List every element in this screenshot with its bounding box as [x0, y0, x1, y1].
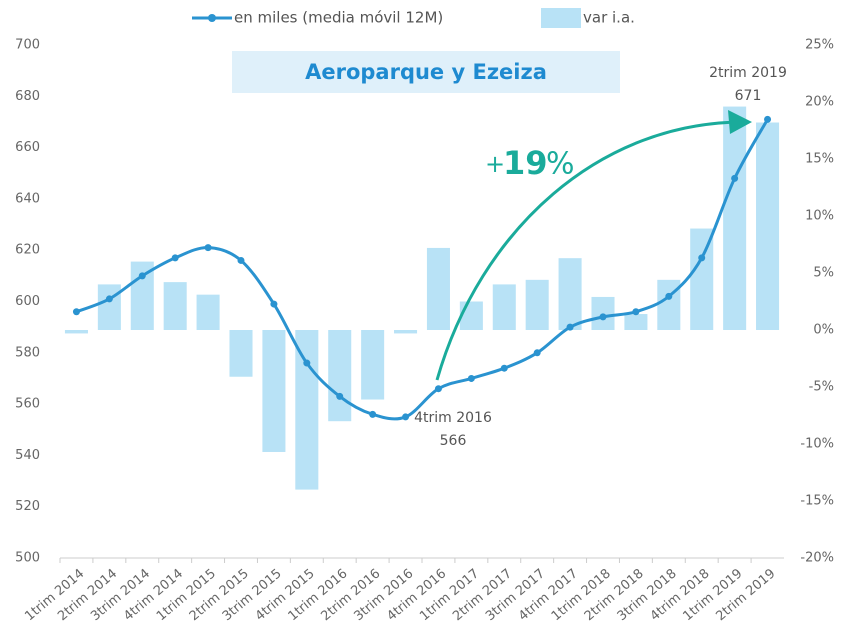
point — [171, 254, 179, 262]
y2-tick-label: -20% — [800, 551, 834, 566]
bar — [64, 330, 88, 334]
bar — [690, 228, 714, 330]
point — [599, 313, 607, 321]
bar — [624, 314, 648, 330]
bar — [295, 330, 319, 490]
y2-tick-label: 10% — [805, 209, 834, 224]
annotation-value: 671 — [735, 88, 762, 104]
growth-sign: + — [485, 150, 505, 178]
legend-label: en miles (media móvil 12M) — [234, 9, 443, 27]
point — [369, 410, 377, 418]
y-tick-label: 580 — [15, 345, 40, 360]
point — [632, 308, 640, 316]
point — [303, 359, 311, 367]
point — [500, 364, 508, 372]
bar — [196, 294, 220, 330]
y-tick-label: 540 — [15, 448, 40, 463]
annotation-label: 2trim 2019 — [709, 65, 787, 81]
bar — [492, 284, 516, 330]
bar — [394, 330, 418, 334]
y-tick-label: 700 — [15, 38, 40, 53]
bar — [328, 330, 352, 422]
y-tick-label: 620 — [15, 243, 40, 258]
point — [336, 392, 344, 400]
point — [204, 244, 212, 252]
y2-tick-label: -10% — [800, 437, 834, 452]
bar — [558, 258, 582, 330]
point — [72, 308, 80, 316]
bar — [723, 106, 747, 330]
y2-tick-label: 15% — [805, 152, 834, 167]
chart-title: Aeroparque y Ezeiza — [305, 60, 547, 84]
y2-tick-label: -15% — [800, 494, 834, 509]
legend-marker — [208, 14, 216, 22]
growth-unit: % — [546, 147, 575, 182]
annotation-label: 4trim 2016 — [414, 410, 492, 426]
point — [138, 272, 146, 280]
point — [764, 115, 772, 123]
y-tick-label: 560 — [15, 397, 40, 412]
bar — [426, 247, 450, 330]
y-tick-label: 520 — [15, 499, 40, 514]
bar — [525, 279, 549, 330]
annotation-value: 566 — [440, 433, 467, 449]
y-tick-label: 660 — [15, 140, 40, 155]
point — [731, 174, 739, 182]
arrow-head — [728, 110, 752, 134]
growth-arrow — [435, 120, 749, 381]
bar — [97, 284, 121, 330]
bar — [229, 330, 253, 377]
title-box — [232, 51, 620, 93]
legend-swatch — [541, 8, 581, 28]
y2-tick-label: 0% — [813, 323, 834, 338]
point — [467, 374, 475, 382]
line — [75, 118, 769, 421]
point — [533, 349, 541, 357]
legend-label: var i.a. — [583, 9, 635, 27]
y-tick-label: 640 — [15, 191, 40, 206]
bar — [657, 279, 681, 330]
bar — [262, 330, 286, 452]
point — [105, 295, 113, 303]
y2-tick-label: -5% — [809, 380, 834, 395]
point — [237, 256, 245, 264]
y-tick-label: 500 — [15, 551, 40, 566]
growth-number: 19 — [503, 144, 548, 182]
bar — [163, 282, 187, 330]
y2-tick-label: 25% — [805, 38, 834, 53]
y2-tick-label: 5% — [813, 266, 834, 281]
bar — [756, 122, 780, 331]
point — [434, 385, 442, 393]
point — [665, 292, 673, 300]
y2-tick-label: 20% — [805, 95, 834, 110]
bar — [361, 330, 385, 400]
point — [402, 413, 410, 421]
y-tick-label: 600 — [15, 294, 40, 309]
y-tick-label: 680 — [15, 89, 40, 104]
point — [270, 300, 278, 308]
bar — [459, 301, 483, 330]
point — [566, 323, 574, 331]
point — [698, 254, 706, 262]
